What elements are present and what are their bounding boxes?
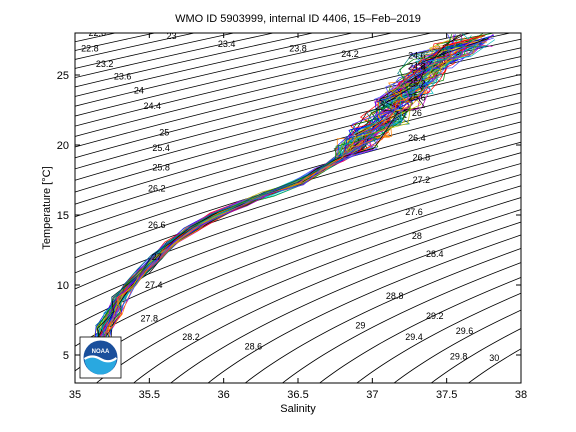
profile-lines xyxy=(91,33,496,342)
density-contour-line xyxy=(467,348,521,383)
contour-label: 28.2 xyxy=(182,332,200,342)
contour-label: 25.8 xyxy=(152,162,170,172)
x-axis: 35 35.5 36 36.5 37 37.5 38 xyxy=(69,33,527,401)
x-tick-label: 37.5 xyxy=(436,389,457,401)
contour-label: 27.4 xyxy=(145,280,163,290)
density-contours xyxy=(0,19,521,397)
density-contour-line xyxy=(75,174,521,347)
density-contour-line xyxy=(75,121,521,259)
y-tick-label: 25 xyxy=(57,70,69,82)
density-contour-line xyxy=(430,328,521,383)
contour-labels: 22.6 22.8 23 23.2 23.4 23.6 23.8 24 24.2 24.4 24.6… xyxy=(81,28,499,363)
density-contour-line xyxy=(75,47,521,159)
contour-label: 28 xyxy=(412,231,422,241)
contour-label: 25.4 xyxy=(152,143,170,153)
contour-label: 27 xyxy=(152,252,162,262)
x-tick-label: 35.5 xyxy=(139,389,160,401)
profile-line xyxy=(98,35,485,339)
plot-area: 22.6 22.8 23 23.2 23.4 23.6 23.8 24 24.2 24.4 24.6… xyxy=(0,19,521,397)
density-contour-line xyxy=(75,33,394,107)
contour-label: 29 xyxy=(355,321,365,331)
y-tick-label: 10 xyxy=(57,280,69,292)
density-contour-line xyxy=(207,234,521,383)
density-contour-line xyxy=(244,248,521,383)
contour-label: 25 xyxy=(159,127,169,137)
contour-label: 28.4 xyxy=(426,249,444,259)
density-contour-line xyxy=(75,33,473,127)
density-contour-line xyxy=(75,33,434,117)
density-contour-line xyxy=(75,152,521,307)
density-contour-line xyxy=(75,74,521,193)
y-tick-label: 15 xyxy=(57,210,69,222)
y-axis: 5 10 15 20 25 xyxy=(57,70,521,362)
contour-label: 29.8 xyxy=(450,351,468,361)
density-contour-line xyxy=(75,141,521,290)
density-contour-line xyxy=(75,163,521,326)
density-contour-line xyxy=(75,111,521,244)
contour-label: 23.8 xyxy=(289,43,307,53)
y-axis-title: Temperature [°C] xyxy=(41,166,53,249)
density-contour-line xyxy=(75,185,521,372)
density-contour-line xyxy=(393,309,521,383)
density-contour-line xyxy=(75,33,355,97)
contour-label: 22.8 xyxy=(81,43,99,53)
density-contour-line xyxy=(75,92,521,218)
contour-label: 25.6 xyxy=(408,92,426,102)
density-contour-line xyxy=(75,33,315,88)
x-tick-label: 35 xyxy=(69,389,81,401)
density-contour-line xyxy=(75,33,513,137)
density-contour-line xyxy=(75,131,521,274)
contour-label: 27.2 xyxy=(413,175,431,185)
profile-line xyxy=(102,45,488,342)
density-contour-line xyxy=(75,101,521,231)
density-contour-line xyxy=(319,277,521,383)
contour-label: 22.6 xyxy=(89,28,107,38)
x-tick-label: 38 xyxy=(515,389,527,401)
x-tick-label: 37 xyxy=(366,389,378,401)
profile-line xyxy=(107,35,482,341)
contour-label: 24.6 xyxy=(408,50,426,60)
contour-label: 26.8 xyxy=(413,153,431,163)
density-contour-line xyxy=(75,65,521,181)
contour-label: 23.4 xyxy=(218,39,236,49)
contour-label: 26.2 xyxy=(148,183,166,193)
y-tick-label: 5 xyxy=(63,350,69,362)
contour-label: 26 xyxy=(412,108,422,118)
contour-label: 25.2 xyxy=(408,78,426,88)
noaa-logo: NOAA xyxy=(79,336,122,379)
x-tick-label: 36 xyxy=(218,389,230,401)
chart-title: WMO ID 5903999, internal ID 4406, 15–Feb… xyxy=(175,13,421,25)
contour-label: 26.4 xyxy=(408,133,426,143)
density-contour-line xyxy=(0,19,22,397)
density-contour-line xyxy=(95,197,521,383)
contour-label: 28.8 xyxy=(386,291,404,301)
contour-label: 26.6 xyxy=(148,220,166,230)
contour-label: 24.2 xyxy=(341,49,359,59)
x-axis-title: Salinity xyxy=(280,403,316,415)
contour-label: 23.2 xyxy=(96,59,114,69)
contour-label: 23.6 xyxy=(114,71,132,81)
contour-label: 29.4 xyxy=(405,332,423,342)
contour-label: 27.8 xyxy=(141,314,159,324)
density-contour-line xyxy=(75,38,521,148)
contour-label: 23 xyxy=(167,31,177,41)
density-contour-line xyxy=(170,221,521,383)
density-contour-line xyxy=(356,292,521,383)
svg-text:NOAA: NOAA xyxy=(92,349,110,355)
density-contour-line xyxy=(281,262,521,383)
contour-label: 28.6 xyxy=(245,342,263,352)
contour-label: 27.6 xyxy=(405,207,423,217)
contour-label: 29.6 xyxy=(456,326,474,336)
x-tick-label: 36.5 xyxy=(287,389,308,401)
contour-label: 30 xyxy=(489,353,499,363)
contour-label: 24.8 xyxy=(408,62,426,72)
contour-label: 24.4 xyxy=(144,101,162,111)
contour-label: 24 xyxy=(134,85,144,95)
profile-line xyxy=(101,37,495,338)
y-tick-label: 20 xyxy=(57,140,69,152)
contour-label: 29.2 xyxy=(426,311,444,321)
density-contour-line xyxy=(132,209,521,383)
